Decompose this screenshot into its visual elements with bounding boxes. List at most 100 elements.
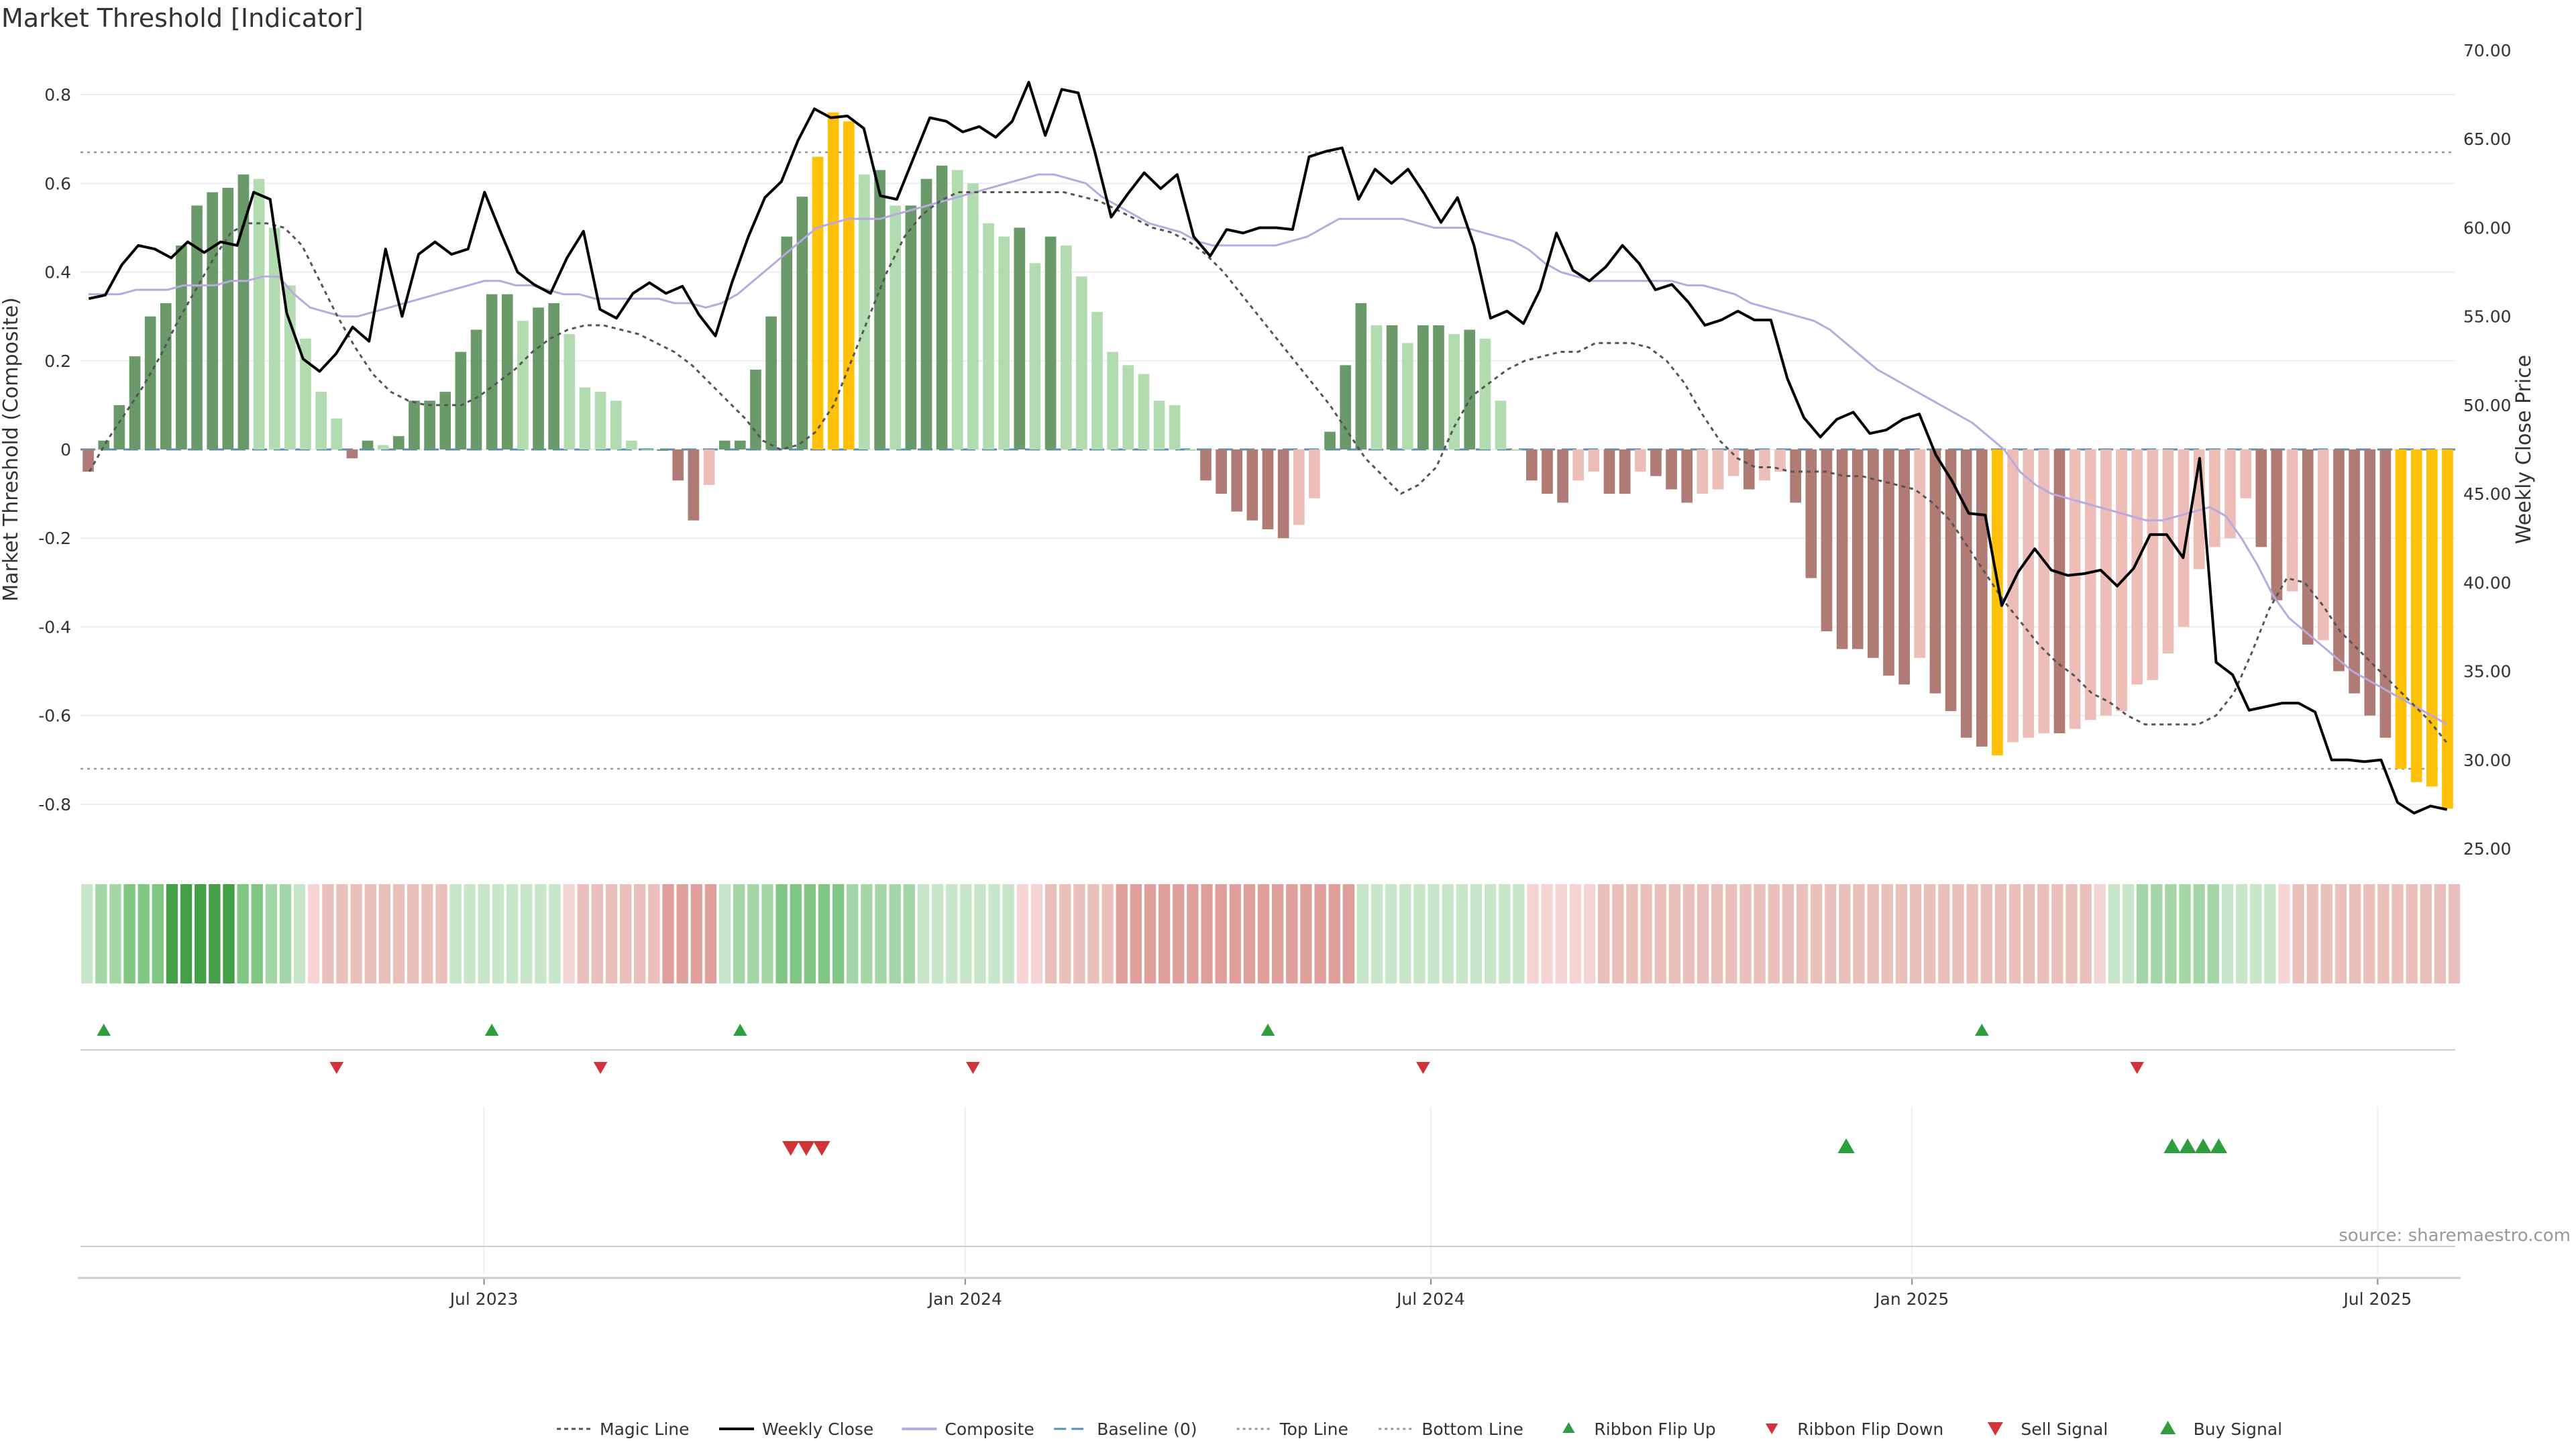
ribbon-cell — [2235, 884, 2248, 983]
composite-bar — [362, 440, 374, 449]
composite-bar — [859, 174, 870, 449]
ribbon-cell — [109, 884, 121, 983]
ribbon-cell — [123, 884, 136, 983]
ribbon-flip-down-marker — [2130, 1062, 2145, 1074]
ribbon-cell — [775, 884, 788, 983]
composite-bar — [998, 236, 1010, 449]
ribbon-cell — [1555, 884, 1567, 983]
ribbon-cell — [2334, 884, 2347, 983]
ribbon-flip-down-marker — [593, 1062, 608, 1074]
composite-bar — [1976, 449, 1988, 747]
composite-bar — [765, 316, 777, 449]
ribbon-cell — [1569, 884, 1582, 983]
ribbon-cell — [1356, 884, 1369, 983]
composite-bar — [1401, 343, 1413, 449]
composite-bar — [1122, 365, 1134, 449]
ribbon-cell — [2320, 884, 2333, 983]
composite-bar — [2379, 449, 2392, 738]
ribbon-cell — [1654, 884, 1666, 983]
ribbon-flip-up-marker — [484, 1024, 499, 1036]
ribbon-cell — [1371, 884, 1383, 983]
composite-bar — [2007, 449, 2019, 743]
left-axis-label: Market Threshold (Composite) — [0, 297, 23, 602]
ribbon-cell — [1697, 884, 1709, 983]
composite-bar — [113, 405, 125, 449]
ribbon-cell — [2065, 884, 2078, 983]
ribbon-flip-down-marker — [966, 1062, 980, 1074]
left-tick-label: -0.8 — [38, 795, 71, 814]
composite-bar — [1836, 449, 1848, 649]
composite-bar — [1107, 352, 1118, 449]
left-tick-label: 0.4 — [44, 263, 71, 282]
ribbon-cell — [492, 884, 504, 983]
composite-bar — [1960, 449, 1972, 738]
composite-bar — [1464, 329, 1476, 449]
composite-bar — [703, 449, 715, 485]
composite-line — [88, 173, 2448, 726]
ribbon-cell — [1158, 884, 1171, 983]
ribbon-cell — [421, 884, 433, 983]
composite-bar — [1650, 449, 1662, 476]
composite-bar — [1681, 449, 1693, 503]
ribbon-cell — [1342, 884, 1354, 983]
composite-bar — [253, 178, 265, 449]
ribbon-cell — [2434, 884, 2447, 983]
ribbon-cell — [1257, 884, 1270, 983]
composite-bar — [331, 418, 343, 449]
ribbon-cell — [336, 884, 348, 983]
ribbon-cell — [535, 884, 547, 983]
ribbon-cell — [1286, 884, 1298, 983]
composite-bar — [2209, 449, 2220, 547]
composite-bar — [1510, 449, 1522, 451]
ribbon-cell — [1243, 884, 1256, 983]
composite-bar — [409, 400, 420, 449]
composite-bar — [1697, 449, 1709, 494]
composite-bar — [626, 440, 637, 449]
ribbon-cell — [265, 884, 278, 983]
ribbon-cell — [2108, 884, 2121, 983]
composite-bar — [1727, 449, 1739, 476]
ribbon-cell — [2207, 884, 2219, 983]
ribbon-cell — [1328, 884, 1340, 983]
ribbon-cell — [1754, 884, 1766, 983]
composite-bar — [1044, 236, 1057, 449]
ribbon-strip — [81, 884, 2461, 983]
composite-bar — [812, 156, 824, 449]
composite-bar — [983, 223, 994, 449]
composite-bar — [2162, 449, 2174, 654]
composite-bar — [222, 187, 234, 449]
ribbon-cell — [2392, 884, 2404, 983]
ribbon-cell — [464, 884, 476, 983]
composite-bar — [1169, 405, 1181, 449]
ribbon-cell — [1044, 884, 1057, 983]
composite-bar — [936, 165, 948, 449]
composite-bar — [874, 170, 885, 449]
ribbon-cell — [1612, 884, 1624, 983]
composite-bar — [2069, 449, 2081, 729]
ribbon-cell — [605, 884, 618, 983]
ribbon-cell — [350, 884, 362, 983]
ribbon-cell — [619, 884, 632, 983]
ribbon-cell — [974, 884, 986, 983]
ribbon-cell — [790, 884, 802, 983]
composite-bar — [1417, 325, 1429, 449]
left-tick-label: -0.6 — [38, 706, 71, 726]
composite-bar — [951, 170, 963, 449]
ribbon-cell — [1385, 884, 1397, 983]
ribbon-flip-up-marker — [1974, 1024, 1989, 1036]
right-tick-label: 50.00 — [2463, 396, 2512, 415]
weekly-close-line — [88, 80, 2448, 815]
ribbon-cell — [1399, 884, 1411, 983]
composite-bar — [1340, 365, 1352, 449]
composite-bar — [2271, 449, 2283, 600]
x-tick-label: Jul 2024 — [1395, 1289, 1465, 1309]
ribbon-cell — [180, 884, 193, 983]
ribbon-cell — [293, 884, 306, 983]
composite-bar — [2410, 449, 2422, 782]
composite-bar — [920, 178, 932, 449]
composite-bar — [967, 183, 979, 449]
ribbon-cell — [1102, 884, 1114, 983]
composite-bar — [1246, 449, 1258, 521]
composite-bar — [346, 449, 358, 459]
